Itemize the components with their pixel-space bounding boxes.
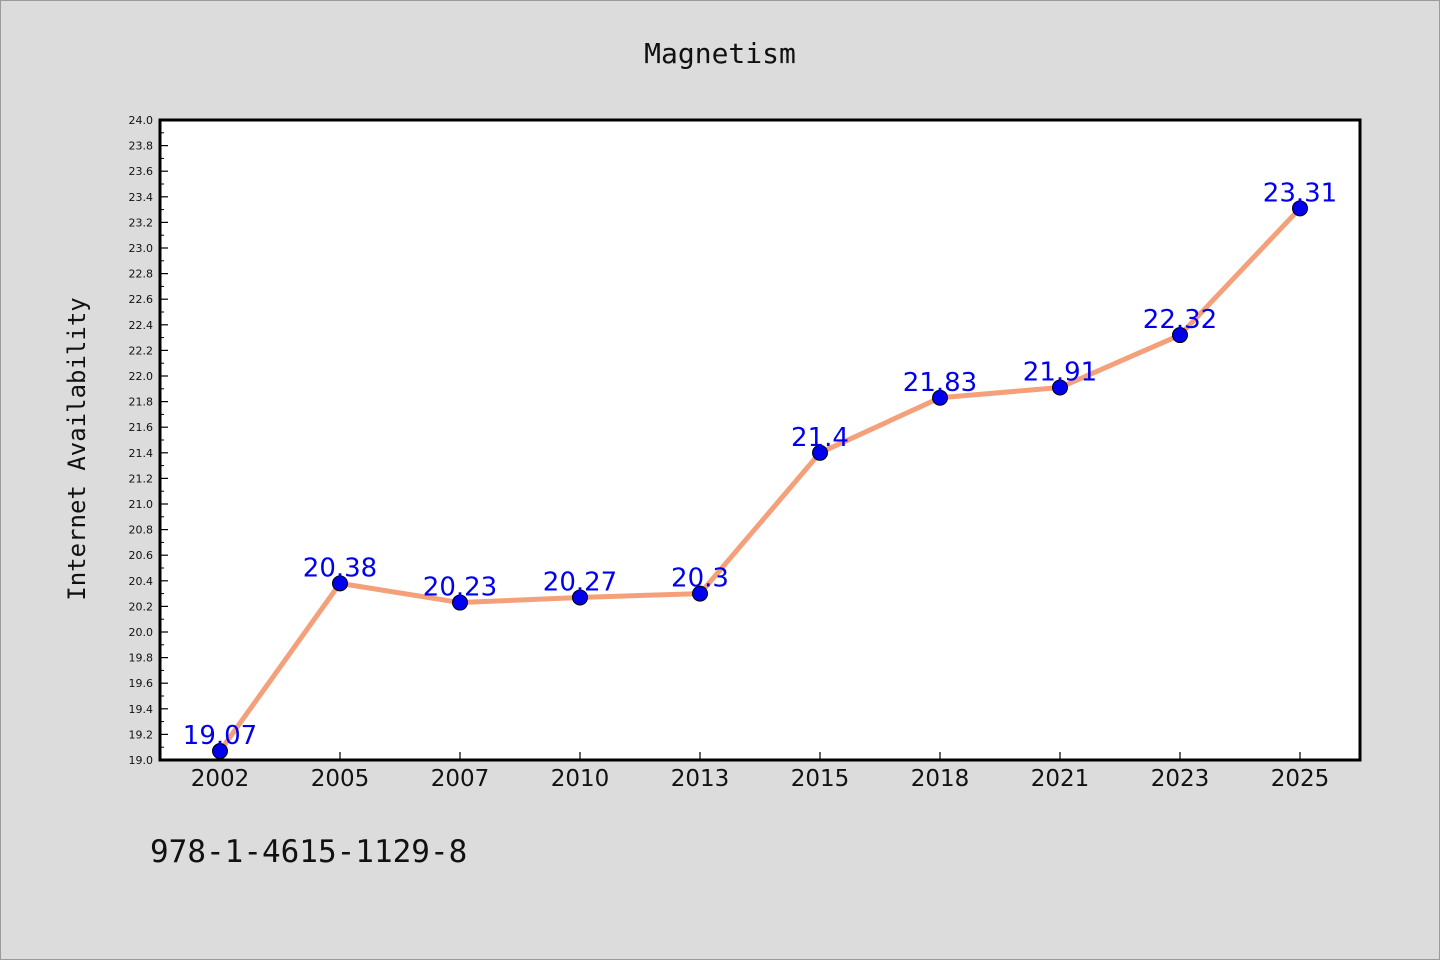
data-label: 22.32 bbox=[1143, 305, 1217, 335]
data-point bbox=[452, 594, 468, 611]
y-tick-label: 20.4 bbox=[129, 575, 154, 588]
data-point bbox=[932, 389, 948, 406]
data-point bbox=[1052, 379, 1068, 396]
data-label: 20.3 bbox=[671, 564, 729, 594]
y-tick-label: 21.6 bbox=[129, 421, 154, 434]
y-tick-label: 23.4 bbox=[129, 191, 154, 204]
y-tick-label: 22.2 bbox=[129, 344, 154, 357]
y-tick-label: 22.8 bbox=[129, 268, 154, 281]
data-point bbox=[1292, 200, 1308, 217]
y-tick-label: 21.0 bbox=[129, 498, 154, 511]
data-label: 21.91 bbox=[1023, 358, 1097, 388]
data-point bbox=[1172, 327, 1188, 344]
data-label: 20.27 bbox=[543, 567, 617, 597]
data-point bbox=[572, 589, 588, 606]
y-tick-label: 19.2 bbox=[129, 728, 154, 741]
y-tick-label: 20.0 bbox=[129, 626, 154, 639]
y-tick-label: 19.0 bbox=[129, 754, 154, 767]
x-tick-label: 2007 bbox=[431, 766, 490, 792]
y-tick-label: 19.6 bbox=[129, 677, 154, 690]
y-axis-ticks: 19.0 19.2 19.4 19.6 19.8 20.0 20.2 20.4 20.6 20.8… bbox=[129, 114, 168, 767]
y-tick-label: 20.6 bbox=[129, 549, 154, 562]
y-tick-label: 21.8 bbox=[129, 396, 154, 409]
chart-title: Magnetism bbox=[644, 37, 796, 70]
series-layer: 19.07 20.38 20.23 20.27 20.3 21.4 21.83 21.91 22… bbox=[183, 178, 1337, 760]
y-tick-label: 21.4 bbox=[129, 447, 154, 460]
data-label: 23.31 bbox=[1263, 178, 1337, 208]
data-point bbox=[692, 585, 708, 602]
y-tick-label: 23.0 bbox=[129, 242, 154, 255]
data-label: 20.23 bbox=[423, 573, 497, 603]
y-tick-label: 22.4 bbox=[129, 319, 154, 332]
x-axis-ticks: 2002 2005 2007 2010 2013 2015 2018 2021 2023 2025 bbox=[191, 752, 1330, 792]
data-label: 21.4 bbox=[791, 423, 849, 453]
data-point bbox=[212, 743, 228, 760]
data-label: 21.83 bbox=[903, 368, 977, 398]
series-line bbox=[217, 205, 1303, 754]
y-tick-label: 23.8 bbox=[129, 140, 154, 153]
x-tick-label: 2018 bbox=[911, 766, 970, 792]
x-tick-label: 2005 bbox=[311, 766, 370, 792]
x-tick-label: 2025 bbox=[1271, 766, 1330, 792]
y-tick-label: 22.6 bbox=[129, 293, 154, 306]
data-label: 19.07 bbox=[183, 721, 257, 751]
y-tick-label: 19.4 bbox=[129, 703, 154, 716]
y-tick-label: 23.6 bbox=[129, 165, 154, 178]
y-tick-label: 24.0 bbox=[129, 114, 154, 127]
data-label: 20.38 bbox=[303, 553, 377, 583]
data-point bbox=[812, 444, 828, 461]
y-axis-label: Internet Availability bbox=[63, 297, 91, 600]
x-tick-label: 2010 bbox=[551, 766, 610, 792]
data-point bbox=[332, 575, 348, 592]
y-tick-label: 20.8 bbox=[129, 524, 154, 537]
plot-area bbox=[158, 118, 1362, 762]
footer-identifier: 978-1-4615-1129-8 bbox=[150, 834, 468, 870]
x-tick-label: 2013 bbox=[671, 766, 730, 792]
x-tick-label: 2023 bbox=[1151, 766, 1210, 792]
x-tick-label: 2002 bbox=[191, 766, 250, 792]
x-tick-label: 2015 bbox=[791, 766, 850, 792]
x-tick-label: 2021 bbox=[1031, 766, 1090, 792]
y-tick-label: 20.2 bbox=[129, 600, 154, 613]
y-tick-label: 23.2 bbox=[129, 216, 154, 229]
y-tick-label: 22.0 bbox=[129, 370, 154, 383]
y-tick-label: 21.2 bbox=[129, 472, 154, 485]
y-tick-label: 19.8 bbox=[129, 652, 154, 665]
